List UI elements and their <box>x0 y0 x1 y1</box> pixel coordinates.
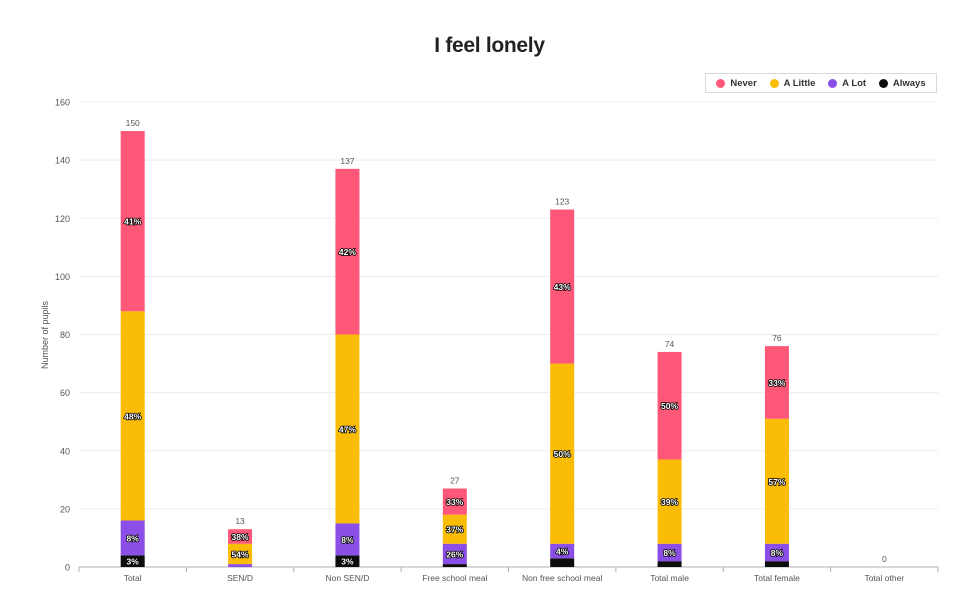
legend-label-a-little: A Little <box>783 77 816 89</box>
data-label: 39% <box>661 497 678 507</box>
bar-segment-never <box>764 346 789 419</box>
bar-segment-never <box>120 131 145 312</box>
data-label: 33% <box>768 378 785 388</box>
bar-segment-always <box>657 561 682 567</box>
bar-segment-always <box>120 555 145 567</box>
x-tick-label: Total <box>124 573 142 583</box>
chart-legend: Never A Little A Lot Always <box>705 73 937 93</box>
bar-segment-a-lot <box>764 543 789 562</box>
bar-segment-never <box>442 488 467 515</box>
x-tick-label: Non SEN/D <box>325 573 369 583</box>
y-tick-label: 120 <box>55 214 70 224</box>
y-tick-label: 160 <box>55 98 70 108</box>
bar-total-label: 13 <box>235 516 245 526</box>
x-tick-label: Free school meal <box>422 573 487 583</box>
y-tick-label: 80 <box>60 330 70 340</box>
data-label: 47% <box>339 424 356 434</box>
bar-total-label: 27 <box>450 476 460 486</box>
data-label: 3% <box>127 557 140 567</box>
bar-segment-a-lot <box>120 520 145 556</box>
legend-label-always: Always <box>892 77 926 89</box>
data-label: 3% <box>341 557 354 567</box>
data-label: 48% <box>124 411 141 421</box>
bar-segment-a-little <box>550 363 575 544</box>
legend-item-a-little[interactable]: A Little <box>769 77 816 89</box>
bar-total-label: 76 <box>772 333 782 343</box>
data-label: 26% <box>446 549 463 559</box>
chart-title: I feel lonely <box>434 34 545 57</box>
legend-swatch-a-little <box>769 78 779 88</box>
data-label: 8% <box>127 533 140 543</box>
data-label: 50% <box>661 401 678 411</box>
bar-total-label: 74 <box>665 339 675 349</box>
bar-total-label: 123 <box>555 197 569 207</box>
bar-segment-always <box>764 561 789 567</box>
data-label: 42% <box>339 247 356 257</box>
legend-swatch-a-lot <box>828 78 838 88</box>
bar-total-label: 137 <box>340 156 354 166</box>
legend-swatch-never <box>716 78 726 88</box>
bar-segment-never <box>335 168 360 335</box>
bar-segment-a-lot <box>228 564 253 567</box>
y-tick-label: 20 <box>60 504 70 514</box>
bar-segment-a-little <box>764 418 789 544</box>
bar-segment-always <box>335 555 360 567</box>
legend-label-never: Never <box>730 77 757 89</box>
legend-label-a-lot: A Lot <box>842 77 867 89</box>
bar-segment-a-little <box>335 334 360 524</box>
data-label: 38% <box>232 532 249 542</box>
bar-segment-a-little <box>657 459 682 544</box>
bar-segment-a-lot <box>657 543 682 562</box>
bar-segment-a-lot <box>550 543 575 559</box>
bar-segment-a-little <box>228 543 253 565</box>
bar-segment-a-little <box>120 311 145 521</box>
bar-segment-a-lot <box>335 523 360 556</box>
data-label: 8% <box>771 548 784 558</box>
bar-segment-a-lot <box>442 543 467 565</box>
legend-swatch-always <box>878 78 888 88</box>
y-tick-label: 0 <box>65 563 70 573</box>
data-label: 43% <box>554 282 571 292</box>
bar-segment-never <box>228 529 253 544</box>
data-label: 50% <box>554 449 571 459</box>
x-tick-label: SEN/D <box>227 573 253 583</box>
data-label: 57% <box>768 477 785 487</box>
legend-item-always[interactable]: Always <box>878 77 926 89</box>
data-label: 41% <box>124 217 141 227</box>
y-tick-label: 60 <box>60 388 70 398</box>
bar-total-label: 150 <box>126 118 140 128</box>
bar-segment-a-little <box>442 514 467 544</box>
x-tick-label: Total other <box>864 573 904 583</box>
legend-item-never[interactable]: Never <box>716 77 757 89</box>
data-label: 4% <box>556 547 569 557</box>
data-label: 33% <box>446 497 463 507</box>
data-label: 54% <box>232 549 249 559</box>
y-tick-label: 140 <box>55 156 70 166</box>
x-tick-label: Total male <box>650 573 689 583</box>
bar-segment-always <box>550 558 575 567</box>
y-tick-label: 100 <box>55 272 70 282</box>
bar-total-label: 0 <box>882 554 887 564</box>
bar-segment-always <box>442 564 467 567</box>
x-tick-label: Non free school meal <box>522 573 602 583</box>
data-label: 8% <box>663 548 676 558</box>
bar-segment-never <box>550 209 575 364</box>
data-label: 8% <box>341 535 354 545</box>
data-label: 37% <box>446 525 463 535</box>
legend-item-a-lot[interactable]: A Lot <box>828 78 866 89</box>
bar-segment-never <box>657 351 682 460</box>
x-tick-label: Total female <box>754 573 800 583</box>
y-tick-label: 40 <box>60 446 70 456</box>
